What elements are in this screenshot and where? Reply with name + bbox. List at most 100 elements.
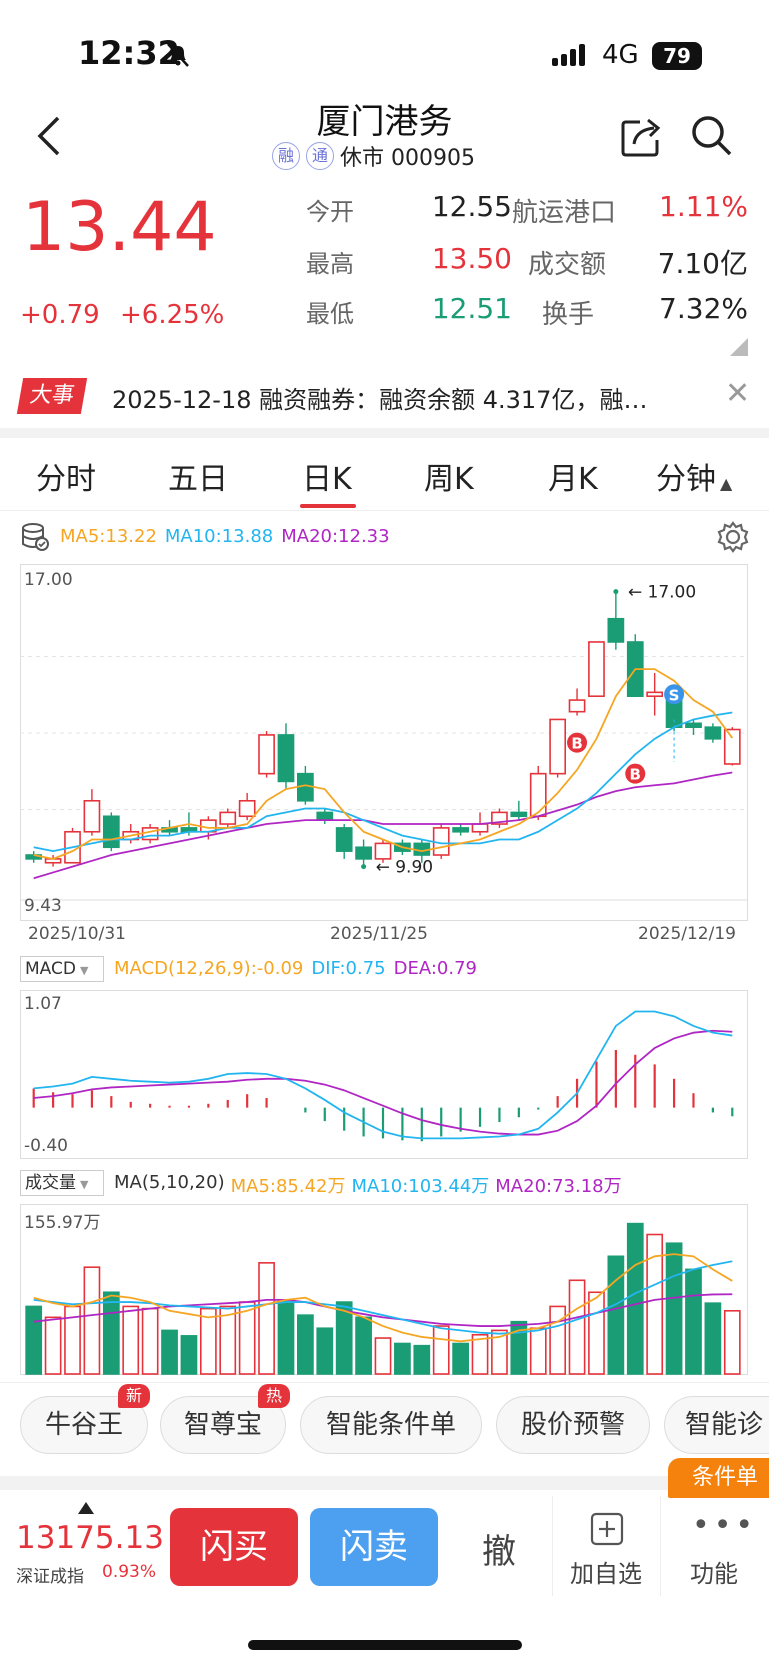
low-label: 最低 — [306, 300, 354, 328]
hot-badge: 热 — [258, 1384, 290, 1408]
ma10-value: MA10:13.88 — [164, 526, 274, 547]
add-watchlist-label[interactable]: 加自选 — [570, 1560, 642, 1588]
triangle-up-icon: ▲ — [720, 474, 733, 493]
close-icon[interactable]: ✕ — [725, 376, 751, 411]
chip-price-alert[interactable]: 股价预警 — [496, 1396, 650, 1454]
cancel-order-button[interactable]: 撤 — [482, 1532, 516, 1572]
candle-body — [258, 734, 275, 775]
candle-body — [316, 811, 334, 821]
macd-chart[interactable] — [20, 990, 748, 1160]
database-icon[interactable] — [20, 522, 50, 552]
tab-monthly-k[interactable]: 月K — [548, 462, 598, 497]
index-pct: 0.93% — [102, 1562, 157, 1582]
tab-weekly-k[interactable]: 周K — [424, 462, 474, 497]
candle-body — [471, 823, 489, 833]
volume-bar — [491, 1329, 508, 1375]
stock-status-code: 休市 000905 — [340, 146, 475, 171]
margin-tag: 融 — [272, 142, 300, 170]
volume-bar — [277, 1299, 295, 1375]
condition-order-badge[interactable]: 条件单 — [668, 1458, 769, 1498]
kline-chart[interactable]: ← 17.00 ← 9.90 B B S — [20, 564, 748, 944]
volume-bar — [471, 1333, 489, 1375]
dea-line — [33, 1029, 733, 1136]
high-value: 13.50 — [431, 242, 512, 275]
chip-label: 牛谷王 — [44, 1410, 123, 1440]
share-icon[interactable] — [620, 114, 664, 158]
connect-tag: 通 — [306, 142, 334, 170]
back-arrow-icon[interactable] — [34, 116, 64, 156]
volume-selector[interactable]: 成交量 ▼ — [20, 1170, 104, 1196]
index-value[interactable]: 13175.13 — [16, 1520, 164, 1556]
macd-value: MACD(12,26,9):-0.09 — [114, 958, 304, 979]
volume-bar — [549, 1305, 567, 1375]
sell-marker-label: S — [669, 686, 680, 704]
volume-bar — [510, 1320, 528, 1375]
divider — [0, 510, 769, 511]
quick-buy-button[interactable]: 闪买 — [170, 1508, 298, 1586]
chip-smart-order[interactable]: 智能条件单 — [300, 1396, 482, 1454]
sector-label[interactable]: 航运港口 — [512, 198, 617, 228]
search-icon[interactable] — [690, 114, 734, 158]
function-label[interactable]: 功能 — [690, 1560, 738, 1588]
ma5-line — [33, 668, 734, 860]
dif-value: DIF:0.75 — [311, 958, 386, 979]
buy-marker-circle — [567, 732, 588, 753]
volume-bar — [413, 1344, 431, 1375]
more-icon[interactable]: ••• — [692, 1508, 758, 1543]
volume-bar — [219, 1305, 237, 1375]
candle-body — [335, 827, 353, 852]
tab-intraday[interactable]: 分时 — [36, 462, 96, 497]
signal-icon — [552, 44, 585, 66]
chevron-down-icon: ▼ — [80, 1178, 89, 1191]
chip-smart-diagnosis[interactable]: 智能诊 — [664, 1396, 769, 1454]
candle-body — [529, 772, 547, 818]
volume-bar — [180, 1335, 198, 1375]
volume-bar — [588, 1291, 605, 1375]
event-text[interactable]: 2025-12-18 融资融券：融资余额 4.317亿，融… — [112, 386, 648, 414]
volume-legend: MA(5,10,20) MA5:85.42万 MA10:103.44万 MA20… — [114, 1172, 622, 1198]
volume-bar — [665, 1242, 683, 1375]
tab-five-day[interactable]: 五日 — [168, 462, 228, 497]
volume-bar — [122, 1305, 140, 1375]
volume-bar — [529, 1327, 547, 1375]
kline-ymax: 17.00 — [24, 570, 73, 590]
macd-selector[interactable]: MACD ▼ — [20, 956, 104, 982]
expand-corner-icon[interactable] — [730, 338, 748, 356]
macd-selector-label: MACD — [25, 959, 76, 979]
volume-bar — [297, 1314, 314, 1375]
candle-body — [238, 799, 256, 818]
high-dot — [613, 589, 619, 595]
amount-value: 7.10亿 — [657, 247, 748, 280]
tab-minute[interactable]: 分钟 ▲ — [656, 454, 732, 498]
dif-line — [33, 1010, 733, 1140]
volume-bar — [394, 1342, 411, 1375]
volume-bar — [374, 1337, 392, 1375]
add-icon[interactable] — [590, 1512, 624, 1546]
buy-marker-circle — [625, 763, 646, 784]
open-value: 12.55 — [431, 190, 512, 223]
chip-label: 股价预警 — [520, 1410, 625, 1440]
volume-bar — [626, 1222, 644, 1375]
stock-subline: 融 通 休市 000905 — [272, 140, 475, 172]
candle-body — [568, 699, 586, 713]
buy-marker-label: B — [571, 735, 582, 753]
low-dot — [361, 864, 367, 870]
ma10-line — [33, 711, 733, 853]
triangle-up-icon — [78, 1502, 94, 1514]
candle-body — [83, 799, 101, 833]
vol-ma10-line — [33, 1260, 733, 1335]
gear-icon[interactable] — [716, 520, 750, 554]
new-badge: 新 — [118, 1384, 150, 1408]
quick-sell-button[interactable]: 闪卖 — [310, 1508, 438, 1586]
volume-bar — [161, 1329, 178, 1375]
chevron-down-icon: ▼ — [79, 964, 89, 977]
candle-body — [704, 726, 722, 740]
candle-body — [452, 827, 469, 833]
volume-chart[interactable] — [20, 1204, 748, 1376]
candle-body — [102, 815, 120, 849]
volume-bar — [44, 1316, 62, 1375]
tab-minute-label: 分钟 — [656, 462, 716, 497]
divider — [0, 428, 769, 438]
candle-body — [685, 722, 702, 728]
tab-daily-k[interactable]: 日K — [302, 462, 352, 497]
